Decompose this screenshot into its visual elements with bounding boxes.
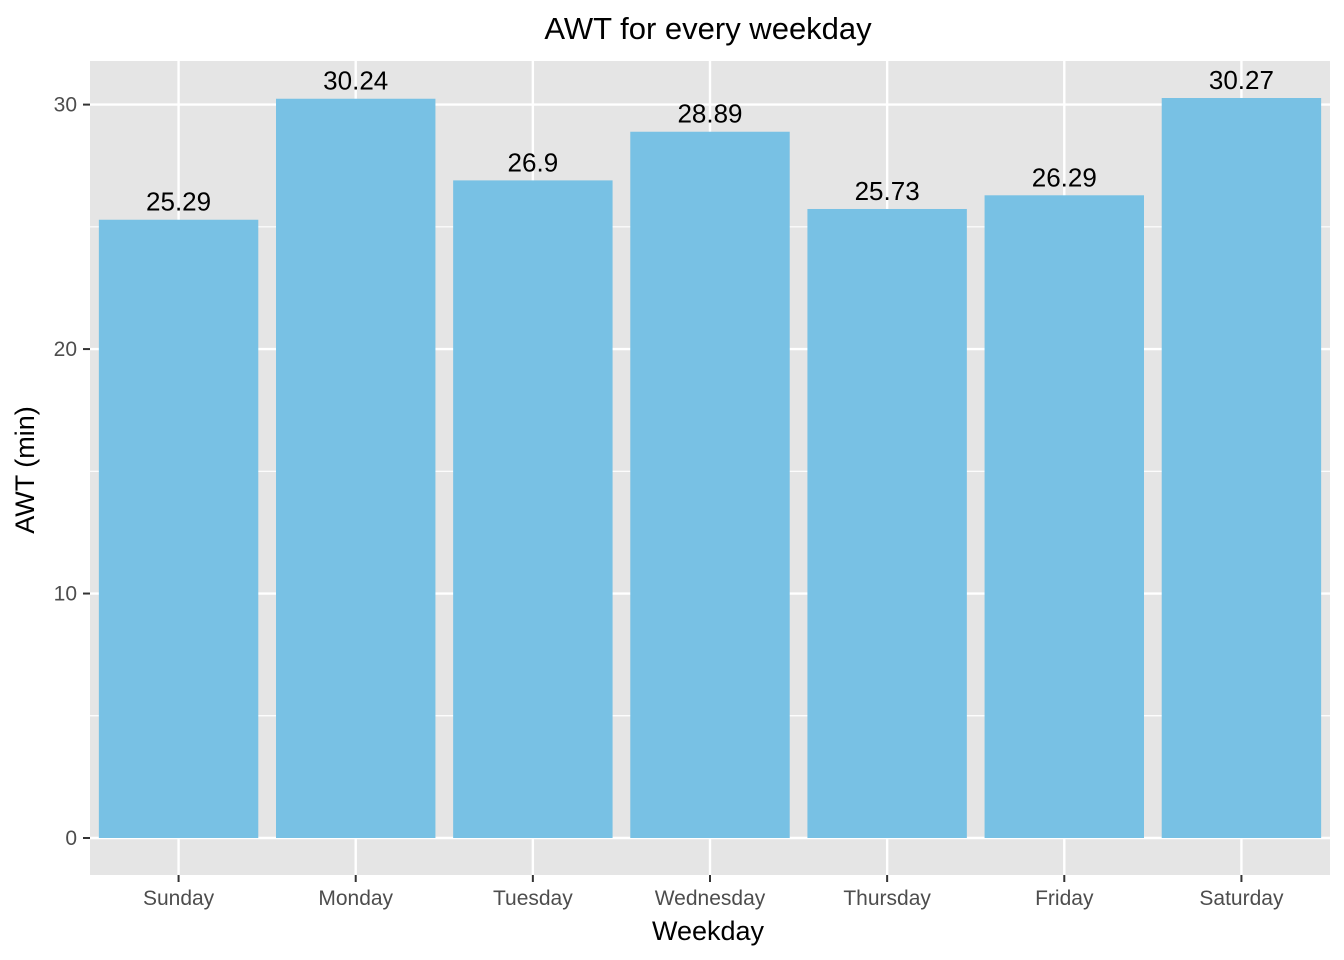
bar-monday (276, 98, 436, 838)
x-axis-title: Weekday (652, 916, 765, 946)
x-tick-label-saturday: Saturday (1199, 887, 1284, 910)
data-label-saturday: 30.27 (1209, 65, 1274, 95)
x-tick-label-monday: Monday (318, 887, 393, 910)
data-label-wednesday: 28.89 (677, 99, 742, 129)
x-tick-label-friday: Friday (1035, 887, 1094, 910)
y-axis: 0 10 20 30 (54, 94, 90, 850)
y-tick-label: 20 (54, 338, 77, 361)
data-label-tuesday: 26.9 (508, 147, 559, 177)
y-axis-title: AWT (min) (10, 406, 40, 534)
data-label-sunday: 25.29 (146, 187, 211, 217)
x-tick-label-wednesday: Wednesday (655, 887, 766, 910)
x-tick-label-thursday: Thursday (843, 887, 931, 910)
x-tick-label-sunday: Sunday (143, 887, 215, 910)
data-label-friday: 26.29 (1032, 162, 1097, 192)
x-tick-label-tuesday: Tuesday (493, 887, 573, 910)
bar-wednesday (630, 131, 790, 838)
data-label-thursday: 25.73 (855, 176, 920, 206)
bar-thursday (807, 208, 967, 838)
bars (98, 98, 1322, 838)
y-tick-label: 10 (54, 583, 77, 606)
y-tick-label: 0 (65, 827, 77, 850)
bar-sunday (98, 219, 259, 838)
data-labels: 25.29 30.24 26.9 28.89 25.73 26.29 30.27 (146, 65, 1274, 217)
data-label-monday: 30.24 (323, 66, 388, 96)
bar-friday (984, 195, 1144, 838)
x-axis: Sunday Monday Tuesday Wednesday Thursday Frid… (143, 875, 1284, 910)
bar-tuesday (453, 180, 613, 838)
bar-saturday (1161, 98, 1322, 838)
y-tick-label: 30 (54, 94, 77, 117)
chart-title: AWT for every weekday (544, 11, 872, 46)
